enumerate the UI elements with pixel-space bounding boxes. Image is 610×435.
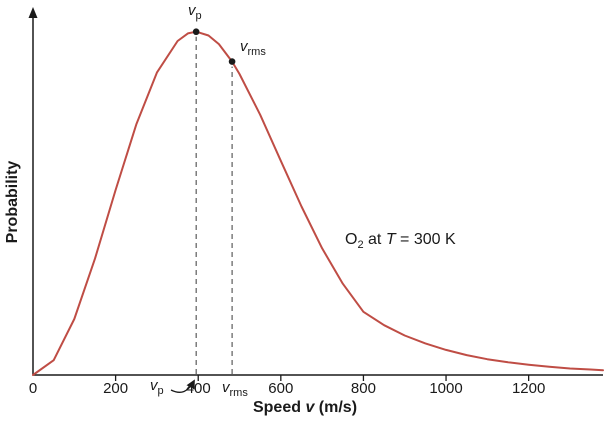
y-axis-label: Probability — [4, 160, 21, 244]
vp-point — [192, 28, 200, 36]
vp-pointer-arrow — [170, 379, 195, 393]
marker-dashed-lines — [195, 36, 233, 374]
vrms-subscript: rms — [229, 387, 248, 399]
vp-axis-label: vp — [150, 377, 164, 397]
vrms-base: v — [222, 379, 230, 396]
x-tick-label: 1000 — [429, 380, 463, 397]
vp-subscript: p — [195, 10, 202, 22]
x-tick-label: 400 — [185, 380, 211, 397]
gas-annotation: O2 at T = 300 K — [345, 231, 456, 251]
x-axis-label-post: (m/s) — [314, 399, 358, 416]
x-axis-label: Speed v (m/s) — [0, 399, 610, 417]
x-axis-label-pre: Speed — [252, 399, 306, 416]
x-tick-label: 0 — [28, 380, 38, 397]
x-axis-ticks — [114, 375, 530, 381]
x-tick-label: 200 — [103, 380, 129, 397]
distribution-curve — [32, 30, 604, 376]
temperature-variable: T — [385, 231, 396, 248]
marker-dots — [192, 28, 236, 65]
vrms-base: v — [240, 38, 248, 55]
annotation-mid: at — [363, 231, 386, 248]
x-tick-label: 1200 — [511, 380, 546, 397]
vp-base: v — [150, 377, 158, 394]
annotation-value: = 300 K — [395, 231, 456, 248]
vrms-subscript: rms — [247, 46, 266, 58]
axes — [28, 7, 603, 376]
x-tick-label: 600 — [268, 380, 294, 397]
speed-variable: v — [305, 399, 315, 416]
annotation-element: O — [345, 231, 358, 248]
vp-subscript: p — [157, 385, 164, 397]
vrms-point — [228, 58, 236, 65]
vp-base: v — [188, 2, 196, 19]
annotation-element-subscript: 2 — [357, 239, 364, 251]
vrms-axis-label: vrms — [222, 379, 248, 399]
vrms-curve-label: vrms — [240, 38, 266, 58]
x-tick-label: 800 — [350, 380, 376, 397]
y-axis-arrowhead — [28, 7, 38, 18]
vp-peak-label: vp — [188, 2, 202, 22]
